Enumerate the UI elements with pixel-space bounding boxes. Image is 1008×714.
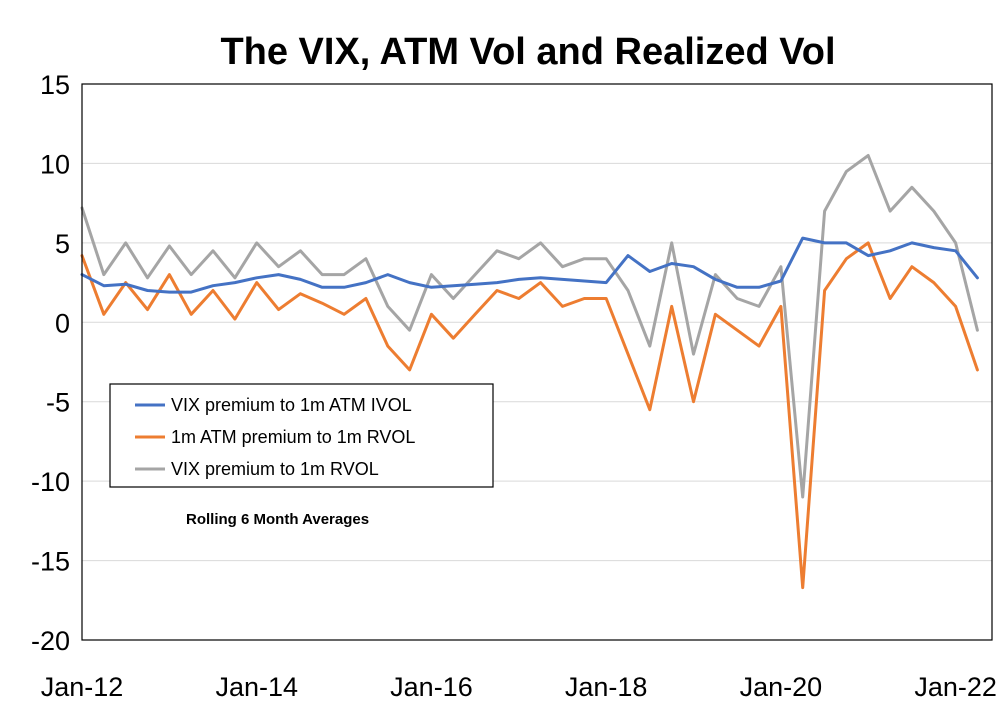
series-line-1	[80, 236, 979, 294]
y-tick-label: -5	[46, 388, 70, 418]
y-tick-label: -15	[31, 547, 70, 577]
y-tick-label: 15	[40, 70, 70, 100]
y-tick-label: -10	[31, 467, 70, 497]
chart-title: The VIX, ATM Vol and Realized Vol	[220, 31, 835, 73]
x-tick-label: Jan-14	[215, 672, 298, 702]
legend-label: VIX premium to 1m ATM IVOL	[171, 395, 412, 415]
y-axis-ticks: 15 10 5 0 -5 -10 -15 -20	[31, 70, 70, 656]
legend-label: 1m ATM premium to 1m RVOL	[171, 427, 415, 447]
series-line-2	[80, 241, 979, 590]
x-axis-ticks: Jan-12 Jan-14 Jan-16 Jan-18 Jan-20 Jan-22	[41, 672, 997, 702]
x-tick-label: Jan-20	[740, 672, 823, 702]
annotation-rolling-6-month: Rolling 6 Month Averages	[186, 511, 369, 528]
y-tick-label: 10	[40, 149, 70, 179]
gridlines	[82, 83, 992, 641]
series-line-3	[80, 154, 979, 499]
series-lines	[80, 154, 979, 590]
y-tick-label: 5	[55, 229, 70, 259]
y-tick-label: 0	[55, 308, 70, 338]
x-tick-label: Jan-22	[914, 672, 997, 702]
legend-box	[109, 383, 494, 488]
legend-items: VIX premium to 1m ATM IVOL 1m ATM premium…	[135, 395, 415, 479]
y-tick-label: -20	[31, 626, 70, 656]
x-tick-label: Jan-18	[565, 672, 648, 702]
x-tick-label: Jan-12	[41, 672, 124, 702]
legend: VIX premium to 1m ATM IVOL 1m ATM premium…	[109, 383, 494, 488]
plot-frame	[81, 83, 993, 641]
legend-label: VIX premium to 1m RVOL	[171, 459, 379, 479]
x-tick-label: Jan-16	[390, 672, 473, 702]
